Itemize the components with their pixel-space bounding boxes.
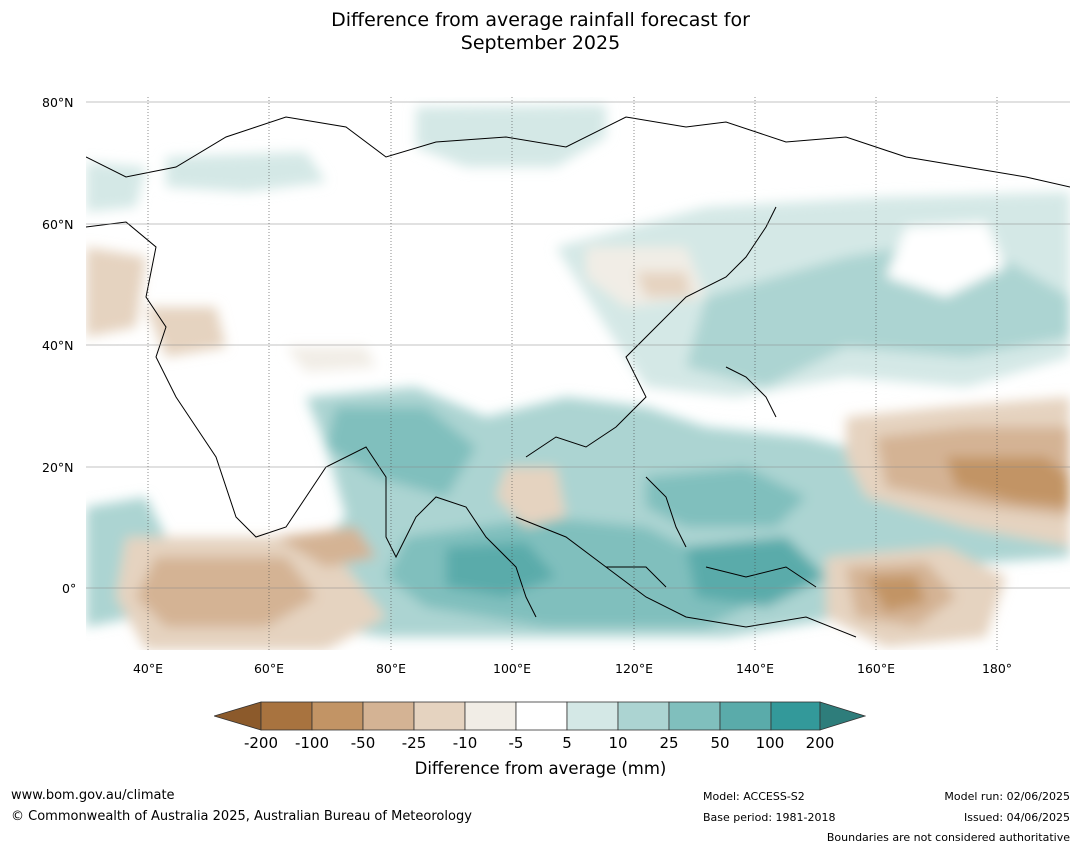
rainfall-anomaly-field <box>86 105 1070 650</box>
meridians <box>147 97 998 650</box>
title-line-2: September 2025 <box>460 32 621 54</box>
footer-base-period: Base period: 1981-2018 <box>703 811 836 824</box>
colorbar-tick: -200 <box>243 734 279 752</box>
colorbar-tick: 100 <box>755 734 785 752</box>
colorbar-bin-1 <box>260 701 313 731</box>
lat-label-60n: 60°N <box>42 217 74 232</box>
colorbar-bin-7 <box>566 701 619 731</box>
colorbar-upper-extension <box>819 701 866 731</box>
lat-label-equator: 0° <box>62 581 77 596</box>
colorbar-bin-4 <box>413 701 466 731</box>
lon-label-80e: 80°E <box>375 661 407 676</box>
lon-label-120e: 120°E <box>614 661 654 676</box>
lat-label-20n: 20°N <box>42 460 74 475</box>
lon-label-140e: 140°E <box>735 661 775 676</box>
colorbar-bin-11 <box>770 701 821 731</box>
footer-model: Model: ACCESS-S2 <box>703 790 805 803</box>
colorbar-bin-6 <box>515 701 568 731</box>
colorbar-bin-9 <box>668 701 721 731</box>
footer-copyright: © Commonwealth of Australia 2025, Austra… <box>11 809 472 824</box>
colorbar-tick: -10 <box>452 734 478 752</box>
footer-url: www.bom.gov.au/climate <box>11 788 175 803</box>
lat-label-80n: 80°N <box>42 95 74 110</box>
lon-label-180: 180° <box>981 661 1013 676</box>
colorbar-tick: -5 <box>508 734 524 752</box>
footer-boundaries-note: Boundaries are not considered authoritat… <box>826 831 1070 844</box>
title-line-1: Difference from average rainfall forecas… <box>331 9 750 31</box>
footer-model-run: Model run: 02/06/2025 <box>944 790 1070 803</box>
lon-label-100e: 100°E <box>492 661 532 676</box>
coastlines <box>86 116 1070 638</box>
colorbar-tick: 5 <box>562 734 572 752</box>
colorbar-bin-2 <box>311 701 364 731</box>
colorbar-tick: -100 <box>294 734 330 752</box>
lon-label-160e: 160°E <box>856 661 896 676</box>
colorbar-bin-8 <box>617 701 670 731</box>
colorbar-bin-10 <box>719 701 772 731</box>
colorbar-bin-5 <box>464 701 517 731</box>
footer-issued: Issued: 04/06/2025 <box>963 811 1070 824</box>
colorbar-tick: 10 <box>608 734 628 752</box>
colorbar-tick: -25 <box>401 734 427 752</box>
colorbar <box>214 701 866 731</box>
colorbar-lower-extension <box>214 701 262 731</box>
colorbar-tick: -50 <box>350 734 376 752</box>
lat-label-40n: 40°N <box>42 338 74 353</box>
colorbar-tick: 200 <box>805 734 835 752</box>
colorbar-tick: 25 <box>659 734 679 752</box>
map-title: Difference from average rainfall forecas… <box>0 9 1081 55</box>
rainfall-map <box>86 97 1070 650</box>
colorbar-bin-3 <box>362 701 415 731</box>
lon-label-60e: 60°E <box>253 661 285 676</box>
colorbar-tick: 50 <box>710 734 730 752</box>
lon-label-40e: 40°E <box>132 661 164 676</box>
graticule <box>86 101 1070 589</box>
colorbar-title: Difference from average (mm) <box>414 759 667 778</box>
